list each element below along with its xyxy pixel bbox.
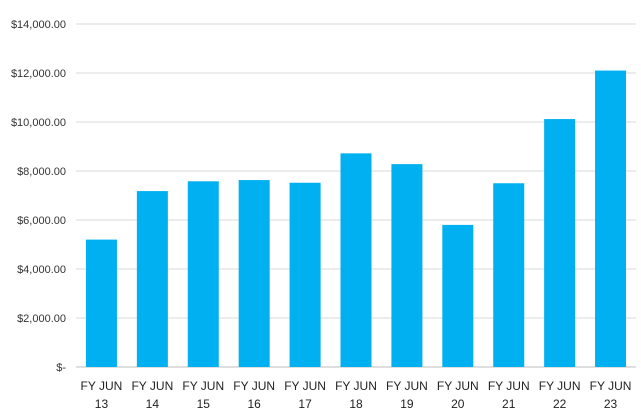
x-tick-label: FY JUN 13 (81, 379, 123, 411)
x-tick-label: FY JUN 18 (335, 379, 377, 411)
x-tick-label: FY JUN 16 (233, 379, 275, 411)
x-tick-label: FY JUN 23 (590, 379, 632, 411)
bar (85, 239, 117, 367)
y-tick-label: $12,000.00 (11, 68, 66, 80)
bar (289, 182, 321, 367)
bar (595, 70, 627, 368)
bars (85, 70, 627, 368)
x-tick-label: FY JUN 19 (386, 379, 428, 411)
y-tick-label: $10,000.00 (11, 117, 66, 129)
x-tick-label: FY JUN 15 (182, 379, 224, 411)
bar (340, 153, 372, 367)
bar (187, 181, 219, 367)
x-tick-label: FY JUN 14 (131, 379, 173, 411)
x-tick-label: FY JUN 21 (488, 379, 530, 411)
bar (238, 180, 270, 367)
bar (442, 224, 474, 367)
y-axis: $- $2,000.00 $4,000.00 $6,000.00 $8,000.00 $1… (11, 19, 66, 374)
bar (391, 164, 423, 367)
y-tick-label: $- (56, 362, 66, 374)
y-tick-label: $2,000.00 (17, 313, 66, 325)
bar (136, 191, 168, 367)
bar (493, 183, 525, 367)
y-tick-label: $4,000.00 (17, 264, 66, 276)
y-tick-label: $8,000.00 (17, 166, 66, 178)
y-tick-label: $14,000.00 (11, 19, 66, 31)
x-tick-label: FY JUN 17 (284, 379, 326, 411)
bar (544, 119, 576, 367)
x-tick-label: FY JUN 20 (437, 379, 479, 411)
y-tick-label: $6,000.00 (17, 215, 66, 227)
x-tick-label: FY JUN 22 (539, 379, 581, 411)
